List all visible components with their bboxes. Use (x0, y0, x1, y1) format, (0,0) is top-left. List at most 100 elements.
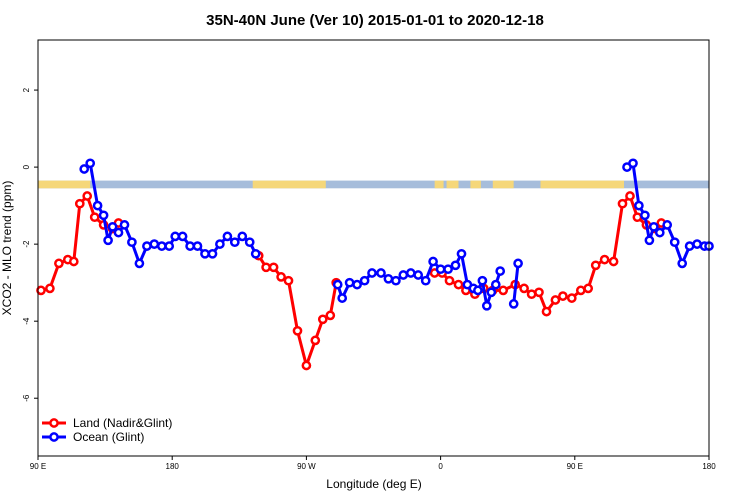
data-point (628, 158, 638, 169)
data-point (519, 283, 529, 294)
data-point (261, 262, 271, 273)
data-point (36, 285, 46, 296)
data-point (149, 239, 160, 249)
data-point (677, 258, 688, 269)
chart-title: 35N-40N June (Ver 10) 2015-01-01 to 2020… (206, 12, 544, 29)
data-point (617, 198, 628, 209)
data-point (200, 248, 210, 259)
data-point (337, 293, 348, 303)
data-point (398, 270, 409, 280)
data-point (692, 239, 702, 249)
legend-marker (49, 432, 59, 442)
data-point (644, 235, 655, 246)
land-strip-segment (470, 180, 481, 189)
data-point (92, 200, 103, 211)
data-point (85, 158, 96, 169)
data-point (608, 256, 619, 267)
data-point (164, 241, 175, 251)
x-tick-label: 90 E (30, 462, 46, 471)
data-point (558, 291, 568, 301)
data-point (566, 293, 577, 303)
data-point (134, 258, 145, 269)
data-point (45, 283, 55, 294)
x-tick-label: 180 (702, 462, 716, 471)
data-point (185, 241, 195, 251)
data-point (74, 198, 85, 209)
data-point (54, 258, 64, 269)
legend-marker (49, 418, 59, 428)
y-tick-label: -6 (22, 394, 31, 402)
series-layer (36, 158, 714, 371)
data-point (359, 275, 370, 286)
ocean-strip (38, 180, 709, 189)
data-point (477, 275, 488, 286)
series-line (512, 263, 520, 305)
data-point (420, 275, 431, 286)
data-point (413, 270, 424, 280)
y-axis-label: XCO2 - MLO trend (ppm) (0, 181, 14, 316)
land-strip-segment (540, 180, 625, 189)
series-line (434, 194, 663, 314)
data-point (82, 191, 93, 201)
land-strip-segment (252, 180, 326, 189)
land-strip-segment (434, 180, 444, 189)
data-point (473, 285, 483, 296)
data-point (103, 235, 113, 246)
y-axis: 2 0 -2 -4 -6 (22, 87, 38, 402)
x-axis: 90 E 180 90 W 0 90 E 180 (30, 456, 716, 471)
data-point (684, 241, 695, 251)
data-point (383, 273, 394, 284)
data-point (215, 239, 225, 249)
data-point (405, 268, 416, 278)
legend-label: Land (Nadir&Glint) (73, 416, 172, 430)
data-point (625, 191, 635, 201)
data-point (590, 260, 601, 271)
data-point (498, 285, 509, 296)
x-tick-label: 90 E (567, 462, 583, 471)
data-point (481, 300, 492, 311)
data-point (292, 325, 303, 336)
data-point (575, 285, 586, 296)
data-point (513, 258, 523, 269)
data-point (599, 254, 610, 265)
data-point (68, 256, 79, 267)
data-point (325, 310, 336, 321)
data-point (662, 220, 673, 230)
y-tick-label: 2 (22, 87, 31, 92)
data-point (391, 275, 401, 286)
land-strip-segment (492, 180, 514, 189)
data-point (486, 287, 497, 298)
data-point (142, 241, 152, 251)
data-point (648, 221, 659, 232)
data-point (490, 279, 501, 290)
data-point (332, 279, 343, 290)
y-tick-label: -4 (22, 317, 31, 325)
data-point (444, 275, 455, 286)
data-point (376, 268, 386, 278)
data-point (276, 272, 286, 282)
data-point (98, 210, 109, 221)
data-point (456, 248, 467, 259)
data-point (450, 260, 461, 271)
data-point (127, 237, 137, 248)
data-point (534, 287, 544, 298)
data-point (207, 248, 218, 259)
data-point (310, 335, 321, 346)
series-ocean (79, 158, 714, 311)
data-point (654, 227, 665, 238)
data-point (640, 210, 650, 221)
data-point (119, 220, 130, 230)
x-tick-label: 180 (166, 462, 180, 471)
data-point (250, 248, 261, 259)
data-point (317, 314, 328, 325)
series-line (257, 254, 338, 367)
y-tick-label: -2 (22, 240, 31, 248)
legend-label: Ocean (Glint) (73, 430, 144, 444)
data-point (244, 237, 255, 248)
data-point (428, 256, 438, 267)
data-point (669, 237, 680, 248)
land-strip-segment (446, 180, 459, 189)
data-point (526, 289, 537, 300)
data-point (495, 266, 506, 276)
data-point (177, 231, 188, 242)
